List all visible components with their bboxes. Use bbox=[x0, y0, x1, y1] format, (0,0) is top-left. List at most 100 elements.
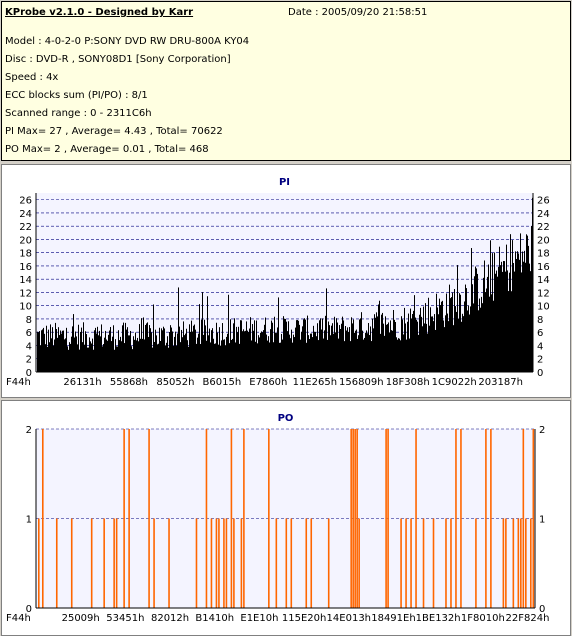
po-bar bbox=[327, 518, 330, 608]
pi-bar bbox=[477, 273, 478, 372]
pi-bar bbox=[257, 343, 258, 372]
pi-bar bbox=[504, 261, 505, 372]
pi-bar bbox=[71, 336, 72, 372]
pi-bar bbox=[404, 307, 405, 372]
pi-bar bbox=[230, 319, 231, 372]
pi-bar bbox=[495, 273, 496, 372]
po-bar bbox=[230, 429, 233, 608]
pi-bar bbox=[487, 276, 488, 372]
pi-bar bbox=[218, 344, 219, 372]
pi-bar bbox=[84, 344, 85, 372]
chart-title: PO bbox=[278, 413, 294, 424]
pi-bar bbox=[434, 314, 435, 372]
pi-bar bbox=[409, 338, 410, 372]
pi-bar bbox=[44, 333, 45, 372]
pi-bar bbox=[223, 339, 224, 372]
pi-bar bbox=[98, 335, 99, 372]
pi-bar bbox=[70, 343, 71, 372]
pi-bar bbox=[61, 333, 62, 372]
pi-bar bbox=[233, 323, 234, 372]
po-bar bbox=[290, 518, 293, 608]
info-range: Scanned range : 0 - 2311C6h bbox=[5, 108, 152, 119]
x-tick-label: 18491Eh bbox=[371, 613, 415, 624]
pi-bar bbox=[394, 319, 395, 372]
pi-bar bbox=[174, 336, 175, 372]
po-bar bbox=[115, 518, 118, 608]
pi-bar bbox=[129, 335, 130, 372]
pi-bar bbox=[481, 296, 482, 372]
pi-bar bbox=[267, 340, 268, 372]
po-bar bbox=[225, 518, 228, 608]
pi-bar bbox=[209, 328, 210, 372]
pi-bar bbox=[362, 330, 363, 372]
po-bar bbox=[385, 429, 387, 608]
pi-bar bbox=[388, 322, 389, 372]
pi-bar bbox=[67, 346, 68, 372]
pi-bar bbox=[179, 326, 180, 372]
pi-bar bbox=[491, 294, 492, 372]
pi-bar bbox=[117, 346, 118, 372]
pi-bar bbox=[383, 323, 384, 372]
pi-bar bbox=[355, 330, 356, 372]
pi-bar bbox=[224, 339, 225, 372]
y-tick-label-left: 18 bbox=[19, 249, 32, 260]
pi-bar bbox=[259, 337, 260, 372]
pi-bar bbox=[143, 317, 144, 372]
pi-bar bbox=[342, 316, 343, 372]
pi-bar bbox=[187, 340, 188, 372]
x-tick-label: 156809h bbox=[339, 377, 384, 388]
pi-bar bbox=[262, 332, 263, 372]
pi-bar bbox=[178, 287, 179, 372]
x-tick-label: 25009h bbox=[62, 613, 100, 624]
pi-bar bbox=[510, 234, 511, 372]
pi-bar bbox=[231, 340, 232, 372]
pi-bar bbox=[246, 321, 247, 372]
pi-bar bbox=[206, 340, 207, 372]
po-bar bbox=[113, 518, 115, 608]
pi-bar bbox=[79, 349, 80, 372]
pi-bar bbox=[370, 326, 371, 372]
pi-bar bbox=[276, 333, 277, 372]
pi-bar bbox=[287, 331, 288, 372]
pi-bar bbox=[100, 336, 101, 372]
pi-bar bbox=[126, 329, 127, 372]
y-tick-label-left: 6 bbox=[26, 328, 32, 339]
po-bar bbox=[210, 518, 213, 608]
pi-bar bbox=[177, 333, 178, 372]
po-bar bbox=[445, 518, 447, 608]
pi-bar bbox=[77, 344, 78, 372]
po-bar bbox=[205, 429, 208, 608]
pi-bar bbox=[101, 324, 102, 372]
pi-bar bbox=[170, 325, 171, 372]
pi-bar bbox=[476, 268, 477, 372]
pi-bar bbox=[40, 345, 41, 372]
pi-bar bbox=[397, 339, 398, 372]
pi-bar bbox=[102, 346, 103, 372]
pi-bar bbox=[429, 325, 430, 372]
pi-bar bbox=[144, 339, 145, 372]
pi-bar bbox=[398, 338, 399, 372]
pi-bar bbox=[346, 330, 347, 372]
pi-bar bbox=[215, 343, 216, 372]
pi-bar bbox=[183, 321, 184, 372]
pi-bar bbox=[142, 338, 143, 372]
pi-bar bbox=[323, 338, 324, 372]
pi-bar bbox=[107, 340, 108, 372]
pi-bar bbox=[168, 347, 169, 372]
pi-bar bbox=[250, 317, 251, 372]
pi-bar bbox=[470, 306, 471, 372]
pi-bar bbox=[486, 288, 487, 372]
x-tick-label: 1F8010h bbox=[461, 613, 505, 624]
pi-bar bbox=[150, 328, 151, 372]
pi-bar bbox=[420, 307, 421, 372]
pi-bar bbox=[166, 342, 167, 372]
pi-bar bbox=[171, 327, 172, 372]
pi-bar bbox=[306, 342, 307, 372]
pi-bar bbox=[75, 331, 76, 372]
pi-bar bbox=[393, 309, 394, 372]
pi-bar bbox=[122, 325, 123, 372]
pi-bar bbox=[305, 319, 306, 372]
y-tick-label-right: 0 bbox=[539, 604, 545, 615]
pi-bar bbox=[341, 323, 342, 372]
pi-bar bbox=[237, 332, 238, 372]
